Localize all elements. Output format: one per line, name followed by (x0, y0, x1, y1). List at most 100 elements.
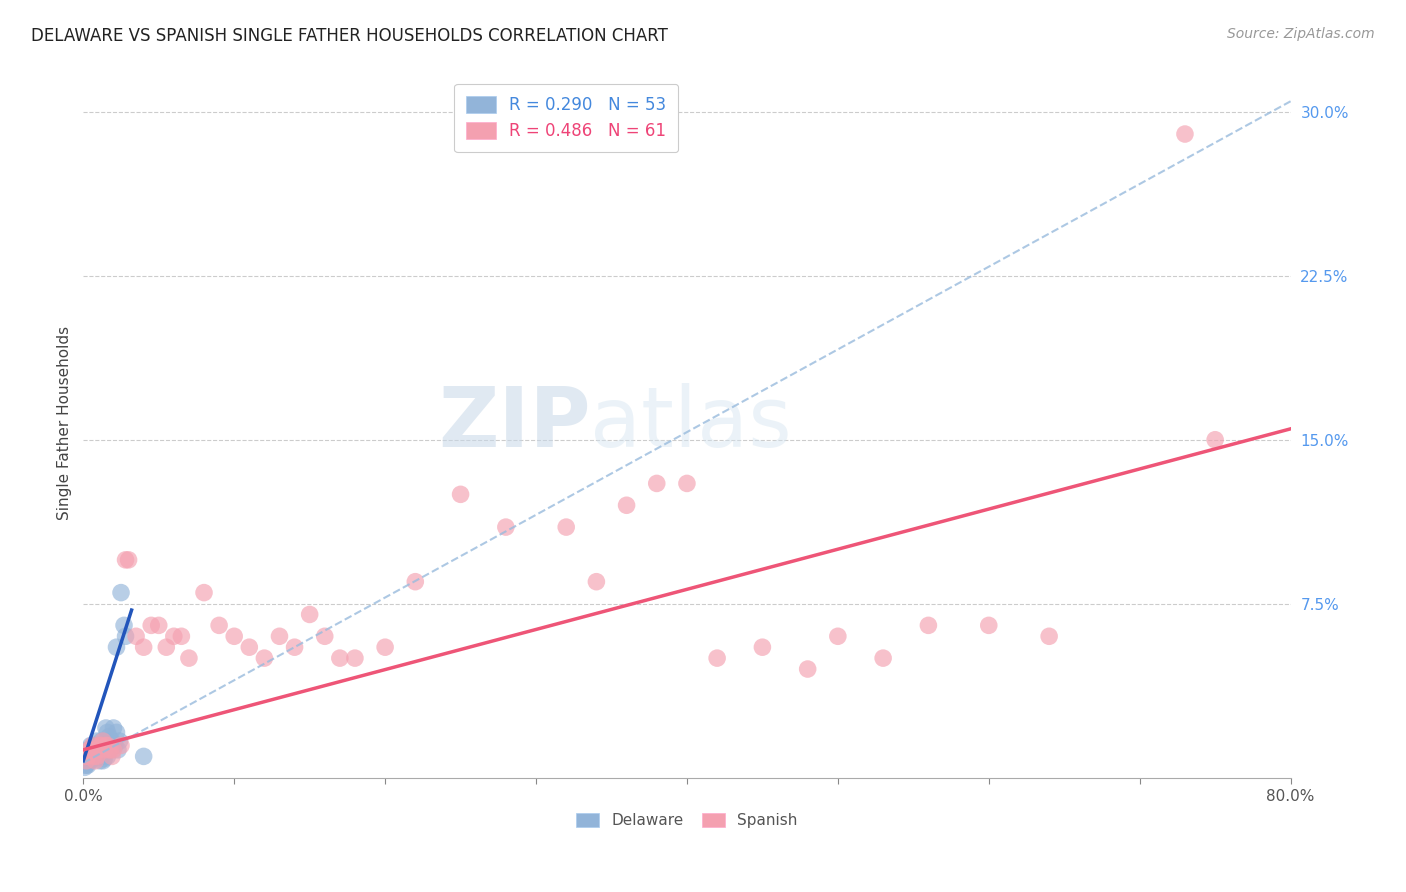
Point (79, 749, 101, 764)
Point (93, 739, 115, 753)
Point (84, 754, 107, 768)
Point (108, 734, 131, 748)
Point (90, 739, 112, 753)
Point (105, 640, 128, 655)
Point (79, 743, 101, 757)
Point (100, 743, 122, 757)
Point (82, 739, 104, 753)
Point (343, 651, 366, 665)
Point (82, 743, 104, 757)
Point (86, 749, 108, 764)
Point (75, 754, 97, 768)
Point (91, 754, 114, 768)
Point (86, 734, 108, 748)
Point (75, 749, 97, 764)
Point (79, 749, 101, 764)
Point (917, 618, 939, 632)
Point (94, 721, 117, 735)
Point (101, 739, 124, 753)
Text: DELAWARE VS SPANISH SINGLE FATHER HOUSEHOLDS CORRELATION CHART: DELAWARE VS SPANISH SINGLE FATHER HOUSEH… (31, 27, 668, 45)
Point (89, 754, 111, 768)
Point (90, 749, 112, 764)
Point (872, 651, 894, 665)
Point (796, 662, 818, 676)
Point (177, 651, 200, 665)
Point (103, 743, 125, 757)
Point (1038, 629, 1060, 643)
Point (80, 754, 103, 768)
Point (76, 749, 98, 764)
Point (329, 651, 352, 665)
Point (87, 739, 110, 753)
Point (751, 640, 773, 655)
Point (97, 739, 120, 753)
Point (89, 739, 111, 753)
Point (827, 629, 849, 643)
Text: atlas: atlas (591, 383, 792, 464)
Point (163, 629, 186, 643)
Point (75, 758, 97, 772)
Point (1204, 433, 1226, 447)
Point (103, 721, 125, 735)
Point (90, 734, 112, 748)
Point (73, 758, 96, 772)
Point (97, 743, 120, 757)
Point (107, 743, 129, 757)
Point (585, 574, 607, 589)
Point (141, 618, 163, 632)
Y-axis label: Single Father Households: Single Father Households (58, 326, 72, 520)
Point (87, 743, 110, 757)
Point (706, 651, 728, 665)
Point (269, 629, 291, 643)
Point (94, 739, 117, 753)
Point (112, 618, 135, 632)
Point (83, 749, 105, 764)
Point (314, 629, 336, 643)
Point (101, 749, 124, 764)
Point (76, 747, 98, 762)
Point (100, 734, 122, 748)
Point (117, 553, 139, 567)
Point (132, 640, 155, 655)
Point (73, 760, 96, 774)
Point (110, 739, 132, 753)
Point (105, 725, 128, 739)
Point (75, 754, 97, 768)
Point (1174, 127, 1197, 141)
Point (170, 629, 193, 643)
Point (73, 749, 96, 764)
Point (155, 640, 177, 655)
Point (73, 754, 96, 768)
Point (83, 749, 105, 764)
Point (616, 498, 638, 512)
Point (94, 743, 117, 757)
Legend: Delaware, Spanish: Delaware, Spanish (571, 807, 804, 834)
Text: ZIP: ZIP (437, 383, 591, 464)
Point (73, 756, 96, 770)
Point (73, 749, 96, 764)
Point (91, 734, 114, 748)
Point (96, 739, 118, 753)
Point (114, 553, 136, 567)
Point (238, 640, 260, 655)
Point (101, 734, 124, 748)
Point (75, 751, 97, 765)
Point (110, 585, 132, 599)
Point (298, 607, 321, 622)
Point (87, 749, 110, 764)
Point (80, 739, 103, 753)
Point (208, 618, 231, 632)
Point (977, 618, 1000, 632)
Text: Source: ZipAtlas.com: Source: ZipAtlas.com (1227, 27, 1375, 41)
Point (495, 520, 517, 534)
Point (374, 640, 396, 655)
Point (96, 749, 118, 764)
Point (104, 739, 127, 753)
Point (193, 585, 215, 599)
Point (76, 758, 98, 772)
Point (91, 743, 114, 757)
Point (86, 747, 108, 762)
Point (132, 749, 155, 764)
Point (404, 574, 426, 589)
Point (148, 618, 170, 632)
